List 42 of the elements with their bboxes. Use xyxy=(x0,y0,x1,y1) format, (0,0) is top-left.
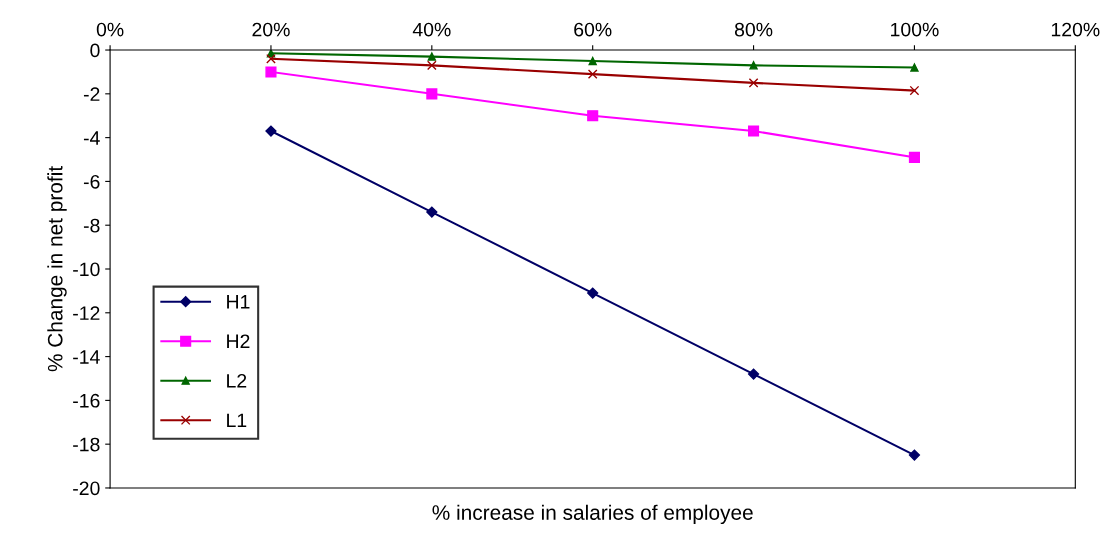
x-tick-label: 20% xyxy=(252,22,290,37)
y-tick-label: -6 xyxy=(83,174,100,189)
point xyxy=(747,368,760,380)
point xyxy=(427,52,436,61)
point xyxy=(265,66,277,78)
y-tick-label: -2 xyxy=(83,87,100,101)
x-tick-label: 60% xyxy=(574,22,612,37)
point xyxy=(749,61,758,70)
y-tick-label: -14 xyxy=(73,350,100,364)
point xyxy=(587,69,598,79)
point xyxy=(426,206,438,218)
point xyxy=(748,125,760,137)
point xyxy=(426,60,437,71)
point xyxy=(587,110,599,122)
x-tick-label: 120% xyxy=(1051,22,1100,37)
legend-label: H2 xyxy=(227,334,250,348)
y-tick-label: -8 xyxy=(83,218,100,233)
point xyxy=(266,53,276,64)
legend-label: L2 xyxy=(227,373,247,388)
x-axis-title: % increase in salaries of employee xyxy=(432,504,753,525)
point xyxy=(588,56,597,66)
y-tick-label: -20 xyxy=(73,481,100,496)
point xyxy=(426,88,438,100)
y-tick-label: -4 xyxy=(83,131,100,145)
y-tick-label: 0 xyxy=(90,43,100,58)
x-tick-label: 40% xyxy=(412,22,451,37)
x-tick-label: 100% xyxy=(891,22,939,37)
point xyxy=(908,151,920,163)
y-axis-title: % Change in net profit xyxy=(47,166,67,372)
y-tick-label: -10 xyxy=(73,262,100,277)
point xyxy=(910,63,919,72)
point xyxy=(748,78,759,88)
legend-label: H1 xyxy=(227,295,250,309)
point xyxy=(908,449,921,461)
x-tick-label: 0% xyxy=(96,22,124,37)
y-tick-label: -18 xyxy=(73,437,100,452)
x-tick-label: 80% xyxy=(734,22,773,37)
y-tick-label: -12 xyxy=(73,306,100,320)
y-tick-label: -16 xyxy=(73,393,100,408)
point xyxy=(587,287,599,299)
legend-label: L1 xyxy=(227,413,247,428)
point xyxy=(909,85,920,96)
